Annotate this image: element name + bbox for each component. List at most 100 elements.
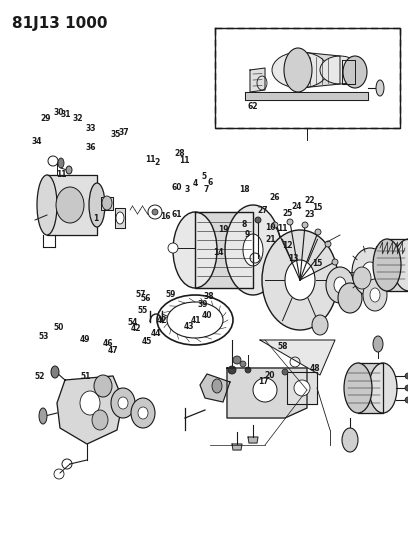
- Ellipse shape: [284, 48, 312, 92]
- Ellipse shape: [325, 241, 331, 247]
- Ellipse shape: [338, 283, 362, 313]
- Text: 28: 28: [174, 149, 185, 158]
- Text: 11: 11: [145, 156, 155, 164]
- Ellipse shape: [302, 222, 308, 228]
- Text: 54: 54: [128, 318, 138, 327]
- Text: 43: 43: [183, 322, 194, 330]
- Text: 18: 18: [239, 185, 249, 193]
- Ellipse shape: [287, 219, 293, 225]
- Ellipse shape: [405, 385, 408, 391]
- Polygon shape: [248, 437, 258, 443]
- Ellipse shape: [272, 52, 328, 88]
- Text: 15: 15: [312, 260, 323, 268]
- Text: 23: 23: [304, 210, 315, 219]
- Text: 2: 2: [155, 158, 160, 167]
- Ellipse shape: [285, 260, 315, 300]
- Text: 31: 31: [61, 110, 71, 119]
- Text: 48: 48: [310, 365, 320, 373]
- Text: 45: 45: [142, 337, 152, 345]
- Text: 52: 52: [34, 373, 44, 381]
- Ellipse shape: [89, 183, 105, 227]
- Ellipse shape: [343, 56, 367, 88]
- Ellipse shape: [173, 212, 217, 288]
- Text: 19: 19: [218, 225, 228, 233]
- Polygon shape: [115, 208, 125, 228]
- Ellipse shape: [255, 217, 261, 223]
- Text: 46: 46: [102, 340, 113, 348]
- Ellipse shape: [320, 56, 360, 84]
- Ellipse shape: [376, 80, 384, 96]
- Ellipse shape: [225, 205, 281, 295]
- Text: 13: 13: [288, 254, 299, 263]
- Text: 47: 47: [108, 346, 119, 355]
- Text: 81J13 1000: 81J13 1000: [12, 16, 107, 31]
- Ellipse shape: [212, 379, 222, 393]
- Text: 11: 11: [56, 171, 67, 179]
- Ellipse shape: [253, 378, 277, 402]
- Ellipse shape: [94, 375, 112, 397]
- Text: 35: 35: [110, 130, 121, 139]
- Text: 4: 4: [193, 180, 197, 188]
- Text: 38: 38: [204, 293, 214, 301]
- Ellipse shape: [312, 315, 328, 335]
- Ellipse shape: [332, 259, 338, 265]
- Text: 10: 10: [265, 223, 276, 232]
- Ellipse shape: [111, 388, 135, 418]
- Text: 30: 30: [53, 109, 64, 117]
- Text: 60: 60: [171, 183, 182, 192]
- Ellipse shape: [342, 428, 358, 452]
- Text: 53: 53: [39, 333, 49, 341]
- Text: 61: 61: [171, 210, 182, 219]
- Text: 16: 16: [160, 212, 171, 221]
- Ellipse shape: [369, 363, 397, 413]
- Text: 29: 29: [40, 115, 51, 123]
- Text: 32: 32: [73, 114, 83, 123]
- Ellipse shape: [352, 248, 388, 296]
- Polygon shape: [57, 376, 123, 444]
- Text: 20: 20: [264, 372, 275, 380]
- Text: 58: 58: [277, 342, 288, 351]
- Text: 49: 49: [80, 335, 90, 344]
- Ellipse shape: [56, 187, 84, 223]
- Ellipse shape: [344, 363, 372, 413]
- Ellipse shape: [315, 229, 321, 235]
- Ellipse shape: [80, 391, 100, 415]
- Ellipse shape: [116, 212, 124, 224]
- Ellipse shape: [168, 243, 178, 253]
- Ellipse shape: [334, 277, 346, 293]
- Ellipse shape: [405, 373, 408, 379]
- Ellipse shape: [240, 361, 246, 367]
- Text: 42: 42: [130, 325, 141, 333]
- Text: 15: 15: [312, 204, 323, 212]
- Ellipse shape: [118, 397, 128, 409]
- Text: 17: 17: [258, 377, 268, 385]
- Text: 34: 34: [31, 137, 42, 146]
- Polygon shape: [227, 368, 307, 418]
- Ellipse shape: [326, 267, 354, 303]
- Ellipse shape: [245, 367, 251, 373]
- Text: 44: 44: [151, 329, 161, 338]
- Polygon shape: [101, 197, 113, 210]
- Ellipse shape: [51, 366, 59, 378]
- Ellipse shape: [363, 279, 387, 311]
- Polygon shape: [200, 374, 230, 402]
- Polygon shape: [342, 60, 355, 84]
- Ellipse shape: [37, 175, 57, 235]
- Ellipse shape: [233, 356, 241, 364]
- Text: 57: 57: [135, 290, 146, 298]
- Ellipse shape: [272, 222, 278, 228]
- Polygon shape: [300, 52, 340, 88]
- Ellipse shape: [152, 209, 158, 215]
- Text: 3: 3: [184, 185, 189, 193]
- Text: 62: 62: [248, 102, 258, 111]
- Ellipse shape: [138, 407, 148, 419]
- Text: 11: 11: [180, 157, 190, 165]
- Text: 33: 33: [85, 125, 96, 133]
- Ellipse shape: [131, 398, 155, 428]
- Text: 6: 6: [208, 178, 213, 187]
- Text: 5: 5: [202, 173, 206, 181]
- Polygon shape: [287, 372, 317, 404]
- Polygon shape: [47, 175, 97, 235]
- Ellipse shape: [362, 262, 378, 282]
- Polygon shape: [387, 239, 408, 291]
